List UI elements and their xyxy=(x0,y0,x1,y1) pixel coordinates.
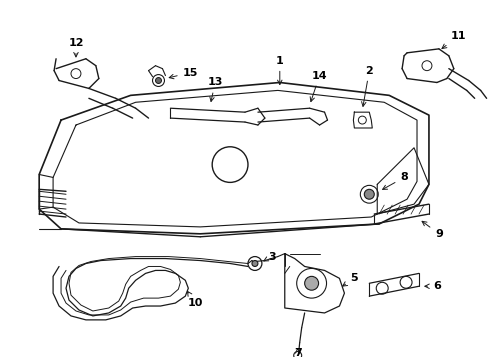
Text: 1: 1 xyxy=(275,56,283,85)
Text: 14: 14 xyxy=(309,71,326,102)
Text: 8: 8 xyxy=(382,172,407,189)
Text: 11: 11 xyxy=(441,31,466,49)
Text: 3: 3 xyxy=(264,252,275,262)
Text: 6: 6 xyxy=(424,281,440,291)
Circle shape xyxy=(251,261,257,266)
Text: 15: 15 xyxy=(169,68,198,79)
Text: 5: 5 xyxy=(342,273,357,286)
Circle shape xyxy=(304,276,318,290)
Text: 9: 9 xyxy=(421,221,442,239)
Circle shape xyxy=(364,189,373,199)
Text: 2: 2 xyxy=(361,66,372,107)
Circle shape xyxy=(155,77,161,84)
Text: 12: 12 xyxy=(68,38,83,57)
Text: 10: 10 xyxy=(187,292,203,308)
Text: 7: 7 xyxy=(293,347,301,357)
Text: 13: 13 xyxy=(207,77,223,102)
